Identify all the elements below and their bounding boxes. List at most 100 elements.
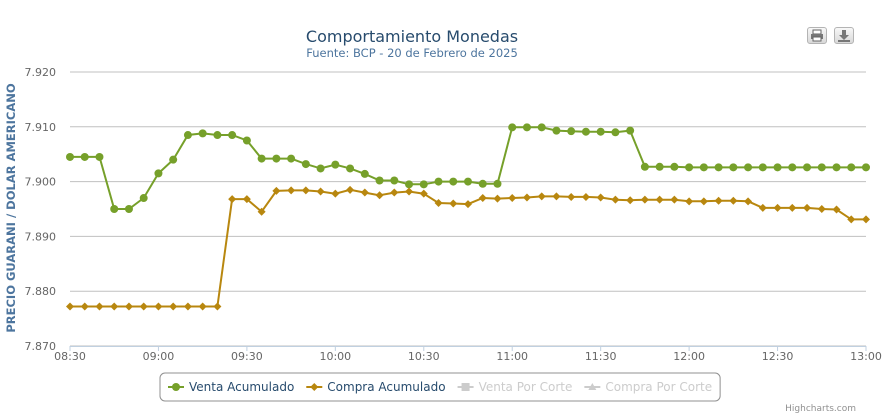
chart-subtitle: Fuente: BCP - 20 de Febrero de 2025 xyxy=(306,46,518,60)
data-point xyxy=(242,136,251,145)
legend-label: Venta Por Corte xyxy=(479,380,573,394)
legend-label: Compra Acumulado xyxy=(327,380,445,394)
data-point xyxy=(213,302,222,311)
data-point xyxy=(581,192,590,201)
y-tick-label: 7.900 xyxy=(25,176,57,189)
data-point xyxy=(552,192,561,201)
y-tick-label: 7.910 xyxy=(25,121,57,134)
x-tick-label: 11:30 xyxy=(585,350,617,363)
data-point xyxy=(803,163,812,172)
legend-marker xyxy=(588,383,597,390)
print-button[interactable] xyxy=(807,27,827,44)
data-point xyxy=(124,205,133,213)
data-point xyxy=(434,177,443,186)
data-point xyxy=(66,152,74,161)
data-point xyxy=(154,169,163,178)
data-point xyxy=(390,188,399,197)
data-point xyxy=(714,163,723,172)
y-tick-label: 7.920 xyxy=(25,66,57,79)
data-point xyxy=(316,187,325,196)
data-point xyxy=(139,302,148,311)
data-point xyxy=(522,193,531,202)
data-point xyxy=(375,191,384,200)
data-point xyxy=(478,179,487,188)
legend-label: Compra Por Corte xyxy=(605,380,712,394)
x-tick-label: 09:30 xyxy=(231,350,263,363)
x-tick-label: 10:30 xyxy=(408,350,440,363)
legend-box xyxy=(159,372,721,402)
data-point xyxy=(640,195,649,204)
data-point xyxy=(139,194,148,203)
legend-item[interactable]: Venta Por Corte xyxy=(457,380,573,394)
data-point xyxy=(611,195,620,204)
data-point xyxy=(832,163,841,172)
legend-marker xyxy=(461,383,470,391)
data-point xyxy=(66,302,74,311)
legend-item[interactable]: Compra Por Corte xyxy=(584,380,712,394)
y-tick-label: 7.880 xyxy=(25,285,57,298)
data-point xyxy=(405,180,414,189)
data-point xyxy=(626,196,635,205)
data-point xyxy=(464,177,472,186)
series-layer xyxy=(66,123,870,311)
legend-label: Venta Acumulado xyxy=(189,380,294,394)
data-point xyxy=(183,131,192,140)
data-point xyxy=(80,302,89,311)
chart-title: Comportamiento Monedas xyxy=(306,27,518,46)
download-button[interactable] xyxy=(834,27,854,44)
data-point xyxy=(522,123,531,132)
data-point xyxy=(685,163,694,172)
data-point xyxy=(611,128,620,137)
data-point xyxy=(169,302,178,311)
data-point xyxy=(699,163,708,172)
data-point xyxy=(817,205,826,213)
download-icon xyxy=(838,30,850,42)
data-point xyxy=(862,215,870,224)
data-point xyxy=(124,302,133,311)
x-tick-label: 11:00 xyxy=(496,350,528,363)
data-point xyxy=(449,177,458,186)
data-point xyxy=(847,215,856,224)
y-tick-label: 7.870 xyxy=(25,340,57,353)
data-point xyxy=(655,162,664,171)
series-compra-acumulado xyxy=(66,185,870,311)
data-point xyxy=(213,131,222,140)
x-axis-ticks: 08:30 09:00 09:30 10:00 10:30 11:00 11:30 12:00… xyxy=(54,346,882,363)
data-point xyxy=(788,203,797,212)
series-venta-acumulado xyxy=(66,123,870,213)
data-point xyxy=(375,176,384,185)
data-point xyxy=(493,194,502,203)
x-tick-label: 12:00 xyxy=(673,350,705,363)
data-point xyxy=(95,302,104,311)
data-point xyxy=(242,195,251,204)
data-point xyxy=(847,163,856,172)
legend-item[interactable]: Venta Acumulado xyxy=(168,380,294,394)
data-point xyxy=(301,186,310,195)
credits-link[interactable]: Highcharts.com xyxy=(785,404,856,414)
data-point xyxy=(346,185,355,194)
data-point xyxy=(640,162,649,171)
legend-marker xyxy=(172,383,180,391)
data-point xyxy=(198,302,207,311)
data-point xyxy=(788,163,797,172)
data-point xyxy=(773,203,782,212)
data-point xyxy=(110,205,119,213)
data-point xyxy=(346,164,355,173)
data-point xyxy=(744,197,753,206)
data-point xyxy=(758,163,767,172)
legend-item[interactable]: Compra Acumulado xyxy=(306,380,446,394)
x-tick-label: 12:30 xyxy=(762,350,794,363)
data-point xyxy=(449,199,458,208)
data-point xyxy=(478,194,487,203)
data-point xyxy=(257,154,266,163)
data-point xyxy=(567,127,576,136)
data-point xyxy=(508,194,517,203)
data-point xyxy=(360,188,369,197)
data-point xyxy=(508,123,517,132)
x-tick-label: 08:30 xyxy=(54,350,86,363)
data-point xyxy=(390,176,399,185)
legend: Venta Acumulado Compra Acumulado Venta Por… xyxy=(159,372,721,402)
data-point xyxy=(596,193,605,202)
data-point xyxy=(405,187,414,196)
